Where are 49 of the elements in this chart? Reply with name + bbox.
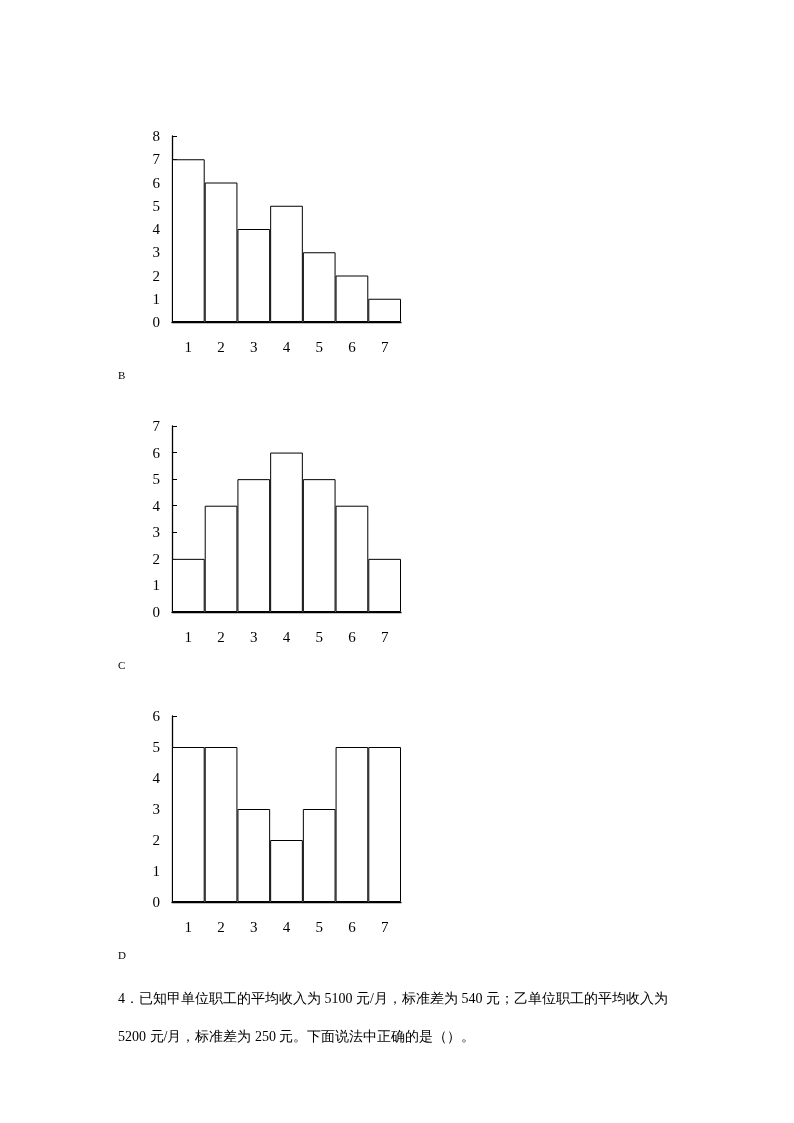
x-tick-label: 4 [282,918,291,935]
y-tick-label: 0 [152,894,160,910]
x-tick-label: 2 [217,918,225,935]
y-tick-label: 0 [152,314,160,330]
x-tick-label: 4 [282,338,291,355]
y-tick-label: 4 [152,497,161,514]
x-tick-label: 1 [184,918,193,935]
y-tick-label: 7 [152,151,161,168]
y-tick-label: 3 [152,801,160,817]
x-tick-label: 3 [250,918,258,935]
y-tick-label: 1 [152,577,160,594]
x-tick-label: 2 [217,338,225,355]
x-tick-label: 2 [217,628,225,645]
text: 4．已知甲单位职工的平均收入为 5100 元/月，标准差为 540 元；乙单位职工的平均收入为 5200 元/月，标准差为 250 元。下面说法中正确的是（）。 [118,991,668,1044]
y-tick-label: 3 [152,524,160,541]
x-tick-label: 6 [348,628,357,645]
y-tick-label: 6 [152,708,161,724]
x-tick-label: 7 [380,338,389,355]
y-tick-label: 4 [152,770,161,786]
y-tick-label: 2 [152,832,160,848]
y-tick-label: 2 [152,267,160,284]
y-tick-label: 5 [152,197,160,214]
y-tick-label: 1 [152,290,160,307]
y-tick-label: 7 [152,418,161,434]
y-tick-label: 3 [152,244,160,261]
x-tick-label: 5 [315,338,323,355]
y-tick-label: 6 [152,174,161,191]
y-tick-label: 0 [152,604,160,620]
y-tick-label: 5 [152,471,160,488]
x-tick-label: 1 [184,628,193,645]
y-tick-label: 2 [152,550,160,567]
x-tick-label: 1 [184,338,193,355]
y-tick-label: 1 [152,863,160,879]
x-tick-label: 7 [380,918,389,935]
y-tick-label: 5 [152,739,160,755]
text: B [118,368,126,382]
x-tick-label: 6 [348,918,357,935]
x-tick-label: 3 [250,628,258,645]
x-tick-label: 3 [250,338,258,355]
x-tick-label: 5 [315,628,323,645]
x-tick-label: 5 [315,918,323,935]
text: D [118,948,126,962]
y-tick-label: 4 [152,221,161,237]
x-tick-label: 6 [348,338,357,355]
text: C [118,658,126,672]
x-tick-label: 7 [380,628,389,645]
y-tick-label: 6 [152,444,161,461]
x-tick-label: 4 [282,628,291,645]
y-tick-label: 8 [152,128,160,144]
